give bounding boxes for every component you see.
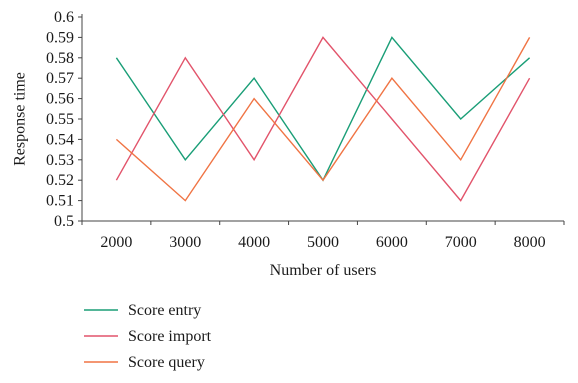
y-tick-label: 0.54 [46, 131, 74, 148]
series-line-score-query [115, 37, 531, 202]
axes [78, 14, 565, 225]
y-tick-label: 0.51 [46, 193, 74, 210]
x-tick-label: 4000 [238, 234, 270, 251]
x-axis-title: Number of users [270, 262, 377, 279]
x-tick-label: 2000 [100, 234, 132, 251]
x-tick-label: 7000 [445, 234, 477, 251]
y-tick-label: 0.57 [46, 70, 74, 87]
legend-item-score-import: Score import [84, 328, 212, 345]
y-tick-label: 0.6 [54, 9, 74, 26]
y-tick-label: 0.52 [46, 172, 74, 189]
x-tick-label: 3000 [169, 234, 201, 251]
y-tick-label: 0.59 [46, 29, 74, 46]
y-tick-label: 0.58 [46, 50, 74, 67]
legend-label: Score query [128, 354, 205, 371]
legend: Score entry Score import Score query [84, 302, 212, 371]
x-tick-label: 5000 [307, 234, 339, 251]
legend-item-score-query: Score query [84, 354, 205, 371]
y-tick-label: 0.56 [46, 91, 74, 108]
legend-label: Score import [128, 328, 212, 345]
x-tick-label: 8000 [514, 234, 546, 251]
x-tick-label: 6000 [376, 234, 408, 251]
series-lines [115, 36, 531, 202]
legend-label: Score entry [128, 302, 201, 319]
series-line-score-entry [115, 36, 531, 182]
y-tick-label: 0.55 [46, 111, 74, 128]
tick-labels: 0.5 0.51 0.52 0.53 0.54 0.55 0.56 0.57 0.58 0.59 0… [46, 9, 546, 251]
y-tick-label: 0.53 [46, 152, 74, 169]
y-axis-title: Response time [12, 72, 29, 166]
legend-item-score-entry: Score entry [84, 302, 201, 319]
y-tick-label: 0.5 [54, 213, 74, 230]
series-line-score-import [115, 36, 531, 202]
